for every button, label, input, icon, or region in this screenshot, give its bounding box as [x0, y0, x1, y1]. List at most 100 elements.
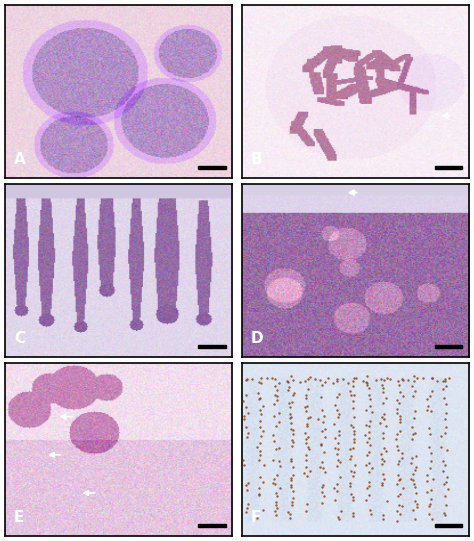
Point	[275, 408, 283, 417]
Point	[340, 375, 347, 384]
Point	[363, 421, 370, 430]
Point	[334, 445, 342, 453]
Point	[288, 442, 296, 451]
Point	[394, 377, 402, 386]
Point	[330, 484, 338, 493]
Point	[335, 390, 343, 398]
Point	[317, 440, 325, 448]
Point	[398, 375, 405, 384]
Point	[380, 399, 387, 407]
Point	[424, 401, 431, 410]
Point	[287, 483, 295, 492]
Point	[301, 428, 309, 437]
Point	[335, 514, 343, 523]
Point	[273, 385, 281, 394]
Point	[243, 432, 250, 441]
Point	[433, 377, 441, 386]
Point	[259, 506, 266, 514]
Point	[386, 375, 394, 384]
Point	[366, 441, 374, 450]
Point	[395, 476, 403, 484]
Point	[288, 497, 296, 506]
Point	[380, 384, 387, 392]
Point	[381, 444, 388, 452]
Point	[365, 427, 372, 436]
Point	[423, 471, 430, 479]
Point	[304, 375, 312, 384]
Point	[268, 374, 275, 382]
Point	[287, 372, 295, 381]
Point	[311, 375, 319, 384]
Point	[393, 396, 401, 405]
Point	[397, 418, 404, 427]
Point	[365, 447, 372, 456]
Point	[365, 433, 372, 442]
Point	[438, 443, 445, 451]
Point	[440, 394, 447, 403]
Point	[319, 481, 327, 490]
Point	[344, 379, 352, 387]
Point	[393, 517, 401, 525]
Point	[347, 490, 355, 498]
Point	[441, 461, 448, 470]
Point	[302, 455, 310, 464]
Point	[333, 393, 340, 402]
Point	[381, 474, 388, 483]
Point	[442, 400, 450, 408]
Point	[304, 414, 312, 423]
Point	[426, 392, 434, 401]
Point	[439, 456, 447, 465]
Point	[411, 483, 419, 492]
Point	[286, 513, 294, 522]
Point	[361, 431, 369, 439]
Point	[423, 395, 430, 404]
Text: F: F	[251, 510, 261, 525]
Point	[335, 426, 343, 435]
Point	[399, 376, 406, 385]
Point	[255, 484, 263, 493]
Point	[382, 447, 389, 456]
Point	[363, 461, 370, 470]
Point	[350, 412, 357, 421]
Point	[365, 459, 372, 468]
Point	[271, 381, 279, 390]
Point	[346, 386, 354, 395]
Point	[242, 481, 249, 490]
Point	[321, 425, 329, 433]
Point	[304, 432, 312, 441]
Point	[399, 392, 406, 401]
Point	[256, 406, 264, 414]
Point	[334, 455, 342, 464]
Point	[378, 478, 386, 487]
Bar	[198, 345, 226, 348]
Point	[288, 501, 296, 510]
Point	[276, 484, 283, 493]
Point	[275, 456, 283, 465]
Point	[425, 502, 433, 511]
Point	[381, 415, 388, 424]
Point	[442, 381, 450, 390]
Point	[333, 375, 340, 384]
Point	[300, 469, 308, 477]
Bar	[435, 524, 463, 527]
Point	[349, 377, 356, 386]
Point	[364, 372, 371, 381]
Point	[273, 396, 281, 405]
Point	[381, 457, 388, 466]
Point	[304, 385, 312, 393]
Point	[286, 414, 294, 423]
Point	[302, 394, 310, 403]
Point	[441, 492, 448, 500]
Point	[365, 491, 372, 499]
Point	[318, 381, 326, 390]
Point	[425, 443, 433, 451]
Point	[329, 379, 337, 387]
Point	[373, 376, 380, 385]
Point	[241, 461, 248, 470]
Point	[316, 463, 323, 472]
Point	[318, 458, 326, 467]
Point	[254, 388, 262, 397]
Point	[321, 378, 329, 386]
Point	[318, 406, 326, 414]
Point	[302, 451, 310, 459]
